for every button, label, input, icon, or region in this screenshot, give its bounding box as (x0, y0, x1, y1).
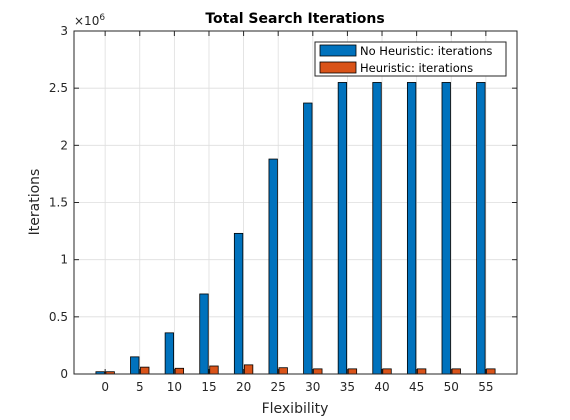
bar-heuristic (174, 367, 185, 375)
legend: No Heuristic: iterations Heuristic: iter… (314, 41, 507, 77)
y-exponent: ×106 (74, 13, 105, 28)
legend-label-heuristic: Heuristic: iterations (360, 61, 473, 75)
x-tick-label: 55 (478, 380, 493, 394)
bar-no-heuristic (164, 332, 175, 375)
bar-heuristic (278, 367, 288, 375)
bar-heuristic (382, 368, 392, 375)
x-tick-label: 40 (374, 380, 389, 394)
x-tick-label: 10 (167, 380, 182, 394)
y-tick-label: 2.5 (49, 81, 68, 95)
y-tick-label: 2 (60, 138, 68, 152)
bar-heuristic (243, 364, 254, 375)
x-axis-label: Flexibility (262, 401, 329, 417)
y-axis-label: Iterations (27, 169, 43, 236)
grid-lines (74, 30, 517, 375)
x-tick-label: 25 (271, 380, 286, 394)
y-tick-label: 1.5 (49, 196, 68, 210)
bar-no-heuristic (268, 158, 278, 375)
y-tick-label: 3 (60, 24, 68, 38)
bar-no-heuristic (372, 82, 382, 375)
y-exponent-base: ×10 (74, 14, 99, 28)
bar-no-heuristic (199, 293, 209, 375)
bar-heuristic (347, 368, 358, 375)
chart-title: Total Search Iterations (205, 11, 384, 27)
y-tick-label: 0 (60, 367, 68, 381)
x-tick-label: 20 (236, 380, 251, 394)
x-ticks: 0 5 10 15 20 25 30 35 40 45 50 55 (101, 31, 493, 394)
bar-heuristic (486, 368, 496, 375)
bar-no-heuristic (406, 82, 417, 375)
bar-heuristic (140, 366, 150, 375)
bars-group (95, 82, 496, 375)
y-ticks: 0 0.5 1 1.5 2 2.5 3 (49, 24, 517, 381)
x-tick-label: 5 (136, 380, 144, 394)
bar-no-heuristic (130, 356, 140, 375)
bar-heuristic (451, 368, 461, 375)
x-tick-label: 35 (340, 380, 355, 394)
legend-swatch-no-heuristic (319, 44, 357, 57)
bar-heuristic (209, 365, 219, 375)
x-tick-label: 45 (409, 380, 424, 394)
bar-no-heuristic (476, 82, 486, 375)
x-tick-label: 0 (101, 380, 109, 394)
x-tick-label: 50 (444, 380, 459, 394)
y-exponent-power: 6 (99, 13, 105, 23)
legend-swatch-heuristic (319, 61, 357, 74)
bar-heuristic (313, 368, 323, 375)
bar-no-heuristic (303, 102, 313, 375)
bar-no-heuristic (441, 82, 451, 375)
bar-heuristic (416, 368, 427, 375)
legend-label-no-heuristic: No Heuristic: iterations (360, 44, 492, 58)
bar-no-heuristic (337, 82, 348, 375)
x-tick-label: 15 (201, 380, 216, 394)
y-tick-label: 1 (60, 253, 68, 267)
x-tick-label: 30 (305, 380, 320, 394)
y-tick-label: 0.5 (49, 310, 68, 324)
bar-no-heuristic (233, 232, 244, 375)
